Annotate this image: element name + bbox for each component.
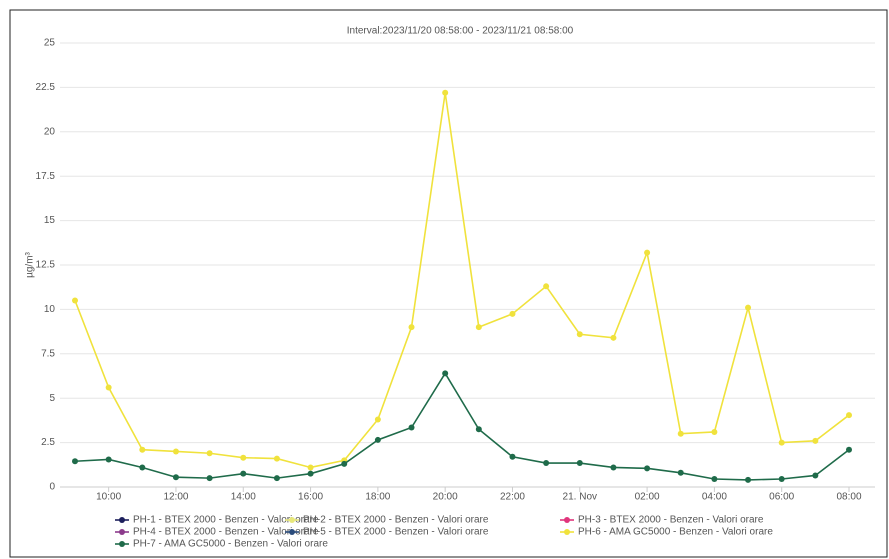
x-tick-label: 10:00 xyxy=(96,492,121,503)
legend-marker xyxy=(564,529,570,535)
data-point xyxy=(543,460,550,467)
y-axis-label: µg/m³ xyxy=(25,251,36,277)
data-point xyxy=(846,446,852,453)
data-point xyxy=(273,475,280,482)
legend-label: PH-6 - AMA GC5000 - Benzen - Valori orar… xyxy=(578,527,773,538)
series-line xyxy=(74,371,850,481)
data-point xyxy=(206,450,213,457)
data-point xyxy=(240,470,247,477)
data-point xyxy=(644,465,651,472)
legend-label: PH-5 - BTEX 2000 - Benzen - Valori orare xyxy=(303,527,489,538)
data-point xyxy=(240,454,247,461)
legend-label: PH-4 - BTEX 2000 - Benzen - Valori orare xyxy=(133,527,319,538)
data-point xyxy=(677,469,684,476)
legend-marker xyxy=(289,529,295,535)
data-point xyxy=(105,384,112,391)
data-point xyxy=(778,476,785,483)
y-tick-label: 7.5 xyxy=(41,348,55,359)
x-tick-label: 04:00 xyxy=(702,492,727,503)
x-tick-label: 18:00 xyxy=(365,492,390,503)
y-tick-label: 5 xyxy=(49,393,55,404)
data-point xyxy=(139,446,146,453)
legend-label: PH-2 - BTEX 2000 - Benzen - Valori orare xyxy=(303,515,489,526)
x-tick-label: 08:00 xyxy=(836,492,861,503)
x-tick-label: 22:00 xyxy=(500,492,525,503)
data-point xyxy=(610,334,617,341)
series-line xyxy=(74,92,850,469)
y-tick-label: 17.5 xyxy=(36,171,56,182)
data-point xyxy=(812,472,819,479)
data-point xyxy=(172,448,179,455)
y-tick-label: 10 xyxy=(44,304,56,315)
y-tick-label: 15 xyxy=(44,215,56,226)
data-point xyxy=(711,476,718,483)
data-point xyxy=(812,437,819,444)
data-point xyxy=(576,460,583,467)
data-point xyxy=(745,304,752,311)
y-tick-label: 0 xyxy=(49,482,55,493)
legend-label: PH-7 - AMA GC5000 - Benzen - Valori orar… xyxy=(133,539,328,550)
data-point xyxy=(408,424,415,431)
data-point xyxy=(711,428,718,435)
y-tick-label: 12.5 xyxy=(36,260,56,271)
legend-label: PH-3 - BTEX 2000 - Benzen - Valori orare xyxy=(578,515,764,526)
x-tick-label: 14:00 xyxy=(231,492,256,503)
x-tick-label: 06:00 xyxy=(769,492,794,503)
data-point xyxy=(206,475,213,482)
data-point xyxy=(745,476,752,483)
data-point xyxy=(442,89,449,96)
data-point xyxy=(374,416,381,423)
data-point xyxy=(139,464,146,471)
x-tick-label: 16:00 xyxy=(298,492,323,503)
data-point xyxy=(475,426,482,433)
data-point xyxy=(172,474,179,481)
data-point xyxy=(576,331,583,338)
data-point xyxy=(610,464,617,471)
data-point xyxy=(72,458,78,465)
x-tick-label: 02:00 xyxy=(635,492,660,503)
legend-marker xyxy=(119,529,125,535)
data-point xyxy=(273,455,280,462)
y-tick-label: 2.5 xyxy=(41,437,55,448)
frame xyxy=(9,9,888,558)
y-tick-label: 25 xyxy=(44,38,56,49)
x-tick-label: 20:00 xyxy=(433,492,458,503)
data-point xyxy=(677,430,684,437)
data-point xyxy=(341,460,348,467)
data-point xyxy=(778,439,785,446)
data-point xyxy=(846,412,852,419)
legend-marker xyxy=(289,517,295,523)
x-tick-label: 12:00 xyxy=(163,492,188,503)
data-point xyxy=(307,464,314,471)
data-point xyxy=(72,297,78,304)
data-point xyxy=(644,249,651,256)
data-point xyxy=(509,453,516,460)
y-tick-label: 22.5 xyxy=(36,82,56,93)
data-point xyxy=(307,470,314,477)
x-tick-label: 21. Nov xyxy=(563,492,597,503)
legend-marker xyxy=(119,517,125,523)
data-point xyxy=(475,324,482,331)
data-point xyxy=(509,310,516,317)
data-point xyxy=(543,283,550,290)
data-point xyxy=(105,456,112,463)
legend-label: PH-1 - BTEX 2000 - Benzen - Valori orare xyxy=(133,515,319,526)
data-point xyxy=(374,436,381,443)
y-tick-label: 20 xyxy=(44,126,56,137)
data-point xyxy=(442,370,449,377)
legend-marker xyxy=(564,517,570,523)
legend-marker xyxy=(119,541,125,547)
chart-title: Interval:2023/11/20 08:58:00 - 2023/11/2… xyxy=(347,26,574,37)
data-point xyxy=(408,324,415,331)
